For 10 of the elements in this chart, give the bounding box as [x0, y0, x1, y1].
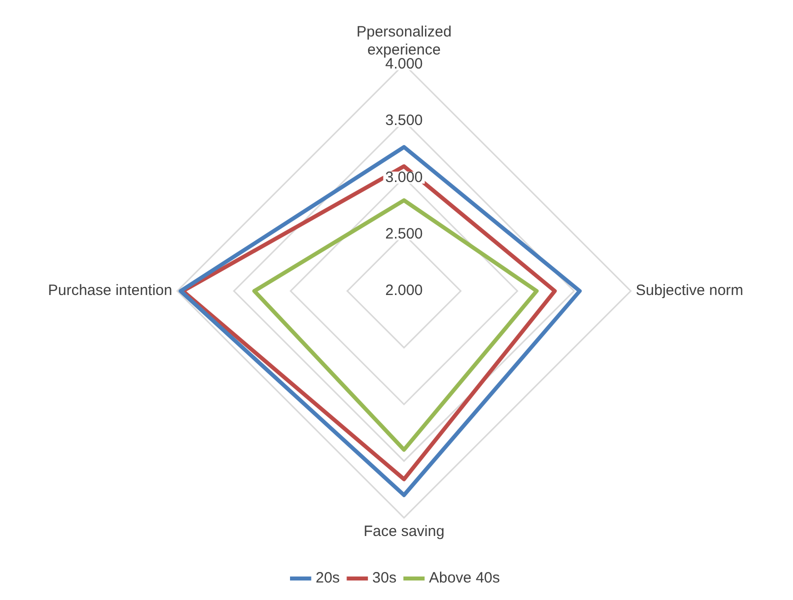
legend-label: Above 40s: [428, 570, 500, 587]
y-tick-label: 2.500: [385, 225, 423, 242]
spoke-label: Face saving: [364, 522, 444, 540]
y-tick-label: 3.000: [385, 168, 423, 186]
spoke-label: Subjective norm: [636, 282, 744, 300]
y-tick-label: 3.500: [385, 112, 423, 130]
y-tick-label: 2.000: [385, 282, 423, 300]
spoke-label: Purchase intention: [48, 282, 172, 300]
legend-label: 20s: [316, 570, 340, 587]
legend-label: 30s: [372, 570, 396, 587]
